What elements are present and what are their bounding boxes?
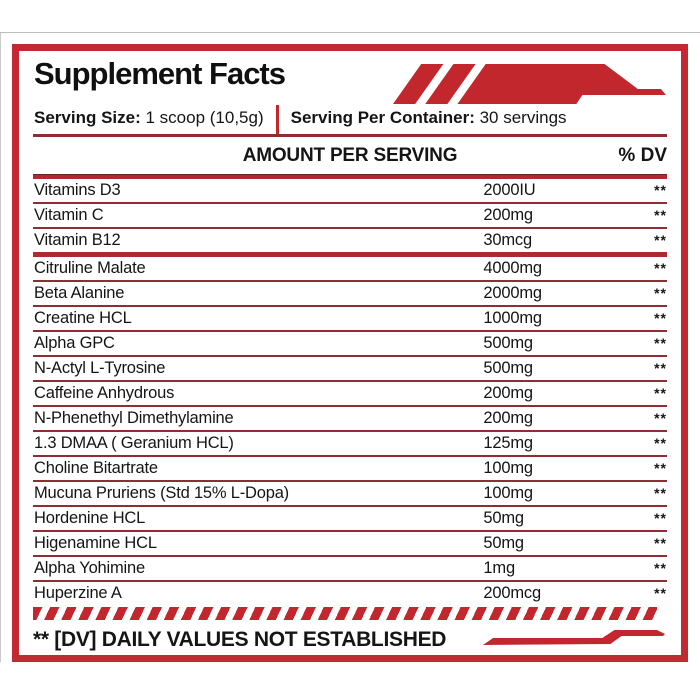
ingredient-amount: 2000mg <box>483 284 542 303</box>
ingredient-amount: 2000IU <box>483 181 536 200</box>
serving-info-row: Serving Size: 1 scoop (10,5g) Serving Pe… <box>33 105 667 135</box>
table-row: Citruline Malate 4000mg ** <box>33 257 667 283</box>
speed-stripes-icon <box>393 64 666 104</box>
ingredient-name: Choline Bitartrate <box>34 459 158 478</box>
footnote: ** [DV] DAILY VALUES NOT ESTABLISHED <box>33 628 447 652</box>
ingredient-amount: 50mg <box>483 509 524 528</box>
ingredient-name: Vitamin B12 <box>34 231 121 250</box>
frame-left-line <box>0 32 1 662</box>
ingredient-dv: ** <box>654 585 667 602</box>
frame-top-line <box>0 32 700 33</box>
facts-table: Vitamins D3 2000IU ** Vitamin C 200mg **… <box>33 179 667 605</box>
ingredient-dv: ** <box>654 360 667 377</box>
ingredient-name: Huperzine A <box>34 584 122 603</box>
ingredient-dv: ** <box>654 335 667 352</box>
ingredient-name: Alpha GPC <box>34 334 115 353</box>
table-row: Creatine HCL 1000mg ** <box>33 307 667 333</box>
ingredient-name: N-Phenethyl Dimethylamine <box>34 409 234 428</box>
ingredient-dv: ** <box>654 535 667 552</box>
table-row: N-Phenethyl Dimethylamine 200mg ** <box>33 407 667 433</box>
table-row: Vitamin C 200mg ** <box>33 204 667 230</box>
ingredient-amount: 500mg <box>483 334 533 353</box>
table-row: Alpha GPC 500mg ** <box>33 332 667 358</box>
serving-size-value: 1 scoop (10,5g) <box>145 108 264 127</box>
table-header-row: AMOUNT PER SERVING % DV <box>33 137 667 174</box>
table-row: Alpha Yohimine 1mg ** <box>33 557 667 583</box>
serving-size-label: Serving Size: <box>34 108 141 127</box>
ingredient-dv: ** <box>654 385 667 402</box>
ingredient-name: 1.3 DMAA ( Geranium HCL) <box>34 434 234 453</box>
ingredient-amount: 200mg <box>483 206 533 225</box>
table-row: N-Actyl L-Tyrosine 500mg ** <box>33 357 667 383</box>
ingredient-dv: ** <box>654 232 667 249</box>
ingredient-name: Creatine HCL <box>34 309 132 328</box>
ingredient-dv: ** <box>654 285 667 302</box>
ingredient-name: Citruline Malate <box>34 259 146 278</box>
ingredient-name: Vitamins D3 <box>34 181 121 200</box>
supplement-facts-panel: Supplement Facts Serving Size: 1 scoop (… <box>12 44 688 662</box>
serving-size: Serving Size: 1 scoop (10,5g) <box>33 105 276 134</box>
ingredient-dv: ** <box>654 560 667 577</box>
ingredient-name: N-Actyl L-Tyrosine <box>34 359 166 378</box>
ingredient-amount: 100mg <box>483 459 533 478</box>
table-row: Caffeine Anhydrous 200mg ** <box>33 382 667 408</box>
ingredient-amount: 200mg <box>483 384 533 403</box>
table-row: Choline Bitartrate 100mg ** <box>33 457 667 483</box>
serving-divider <box>275 105 279 135</box>
table-row: Hordenine HCL 50mg ** <box>33 507 667 533</box>
ingredient-dv: ** <box>654 460 667 477</box>
amount-per-serving-header: AMOUNT PER SERVING <box>242 145 458 167</box>
ingredient-amount: 500mg <box>483 359 533 378</box>
ingredient-amount: 200mg <box>483 409 533 428</box>
percent-dv-header: % DV <box>618 145 667 167</box>
table-row: 1.3 DMAA ( Geranium HCL) 125mg ** <box>33 432 667 458</box>
table-row: Higenamine HCL 50mg ** <box>33 532 667 558</box>
ingredient-name: Hordenine HCL <box>34 509 146 528</box>
ingredient-amount: 1000mg <box>483 309 542 328</box>
ingredient-amount: 100mg <box>483 484 533 503</box>
ingredient-name: Higenamine HCL <box>34 534 157 553</box>
ingredient-dv: ** <box>654 182 667 199</box>
page-title: Supplement Facts <box>34 56 286 91</box>
stepped-bar-icon <box>483 630 665 646</box>
ingredient-dv: ** <box>654 485 667 502</box>
ingredient-dv: ** <box>654 207 667 224</box>
ingredient-amount: 200mcg <box>483 584 541 603</box>
table-row: Beta Alanine 2000mg ** <box>33 282 667 308</box>
thick-divider-bar <box>33 174 667 180</box>
ingredient-name: Mucuna Pruriens (Std 15% L-Dopa) <box>34 484 289 503</box>
ingredient-amount: 125mg <box>483 434 533 453</box>
footer-row: ** [DV] DAILY VALUES NOT ESTABLISHED <box>33 627 667 652</box>
servings-per-container-value: 30 servings <box>479 108 567 127</box>
title-row: Supplement Facts <box>33 55 667 104</box>
ingredient-name: Alpha Yohimine <box>34 559 145 578</box>
table-row: Vitamin B12 30mcg ** <box>33 229 667 258</box>
servings-per-container-label: Serving Per Container: <box>290 108 475 127</box>
ingredient-amount: 30mcg <box>483 231 532 250</box>
ingredient-dv: ** <box>654 435 667 452</box>
ingredient-dv: ** <box>654 310 667 327</box>
ingredient-amount: 50mg <box>483 534 524 553</box>
ingredient-dv: ** <box>654 510 667 527</box>
servings-per-container: Serving Per Container: 30 servings <box>279 105 567 134</box>
ingredient-name: Caffeine Anhydrous <box>34 384 175 403</box>
ingredient-name: Vitamin C <box>34 206 104 225</box>
ingredient-dv: ** <box>654 260 667 277</box>
ingredient-name: Beta Alanine <box>34 284 125 303</box>
ingredient-amount: 1mg <box>483 559 515 578</box>
ingredient-dv: ** <box>654 410 667 427</box>
divider-line <box>33 134 667 138</box>
hazard-stripes-icon <box>33 607 657 621</box>
table-row: Huperzine A 200mcg ** <box>33 582 667 605</box>
table-row: Mucuna Pruriens (Std 15% L-Dopa) 100mg *… <box>33 482 667 508</box>
ingredient-amount: 4000mg <box>483 259 542 278</box>
table-row: Vitamins D3 2000IU ** <box>33 179 667 205</box>
